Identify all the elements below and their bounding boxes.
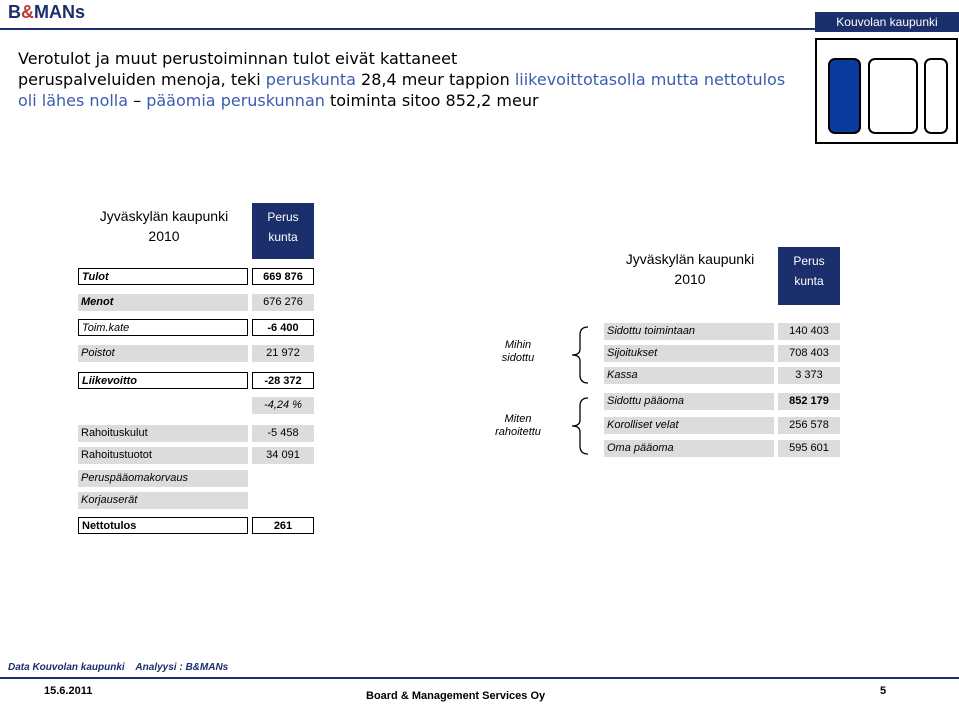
right-col-header: Perus kunta xyxy=(778,247,840,305)
row-value-percent: -4,24 % xyxy=(252,397,314,414)
row-label-rahoitustuotot: Rahoitustuotot xyxy=(78,447,248,464)
row-value-korolliset-velat: 256 578 xyxy=(778,417,840,434)
row-value-nettotulos: 261 xyxy=(252,517,314,534)
footer-date: 15.6.2011 xyxy=(44,685,93,697)
row-value-tulot: 669 876 xyxy=(252,268,314,285)
slide-title: Verotulot ja muut perustoiminnan tulot e… xyxy=(18,49,786,110)
row-label-tulot: Tulot xyxy=(78,268,248,285)
row-value-toimkate: -6 400 xyxy=(252,319,314,336)
row-value-rahoitustuotot: 34 091 xyxy=(252,447,314,464)
row-value-liikevoitto: -28 372 xyxy=(252,372,314,389)
row-value-sidottu-paaoma: 852 179 xyxy=(778,393,840,410)
section-indicator-icon xyxy=(924,58,948,134)
row-label-peruspaaomakorvaus: Peruspääomakorvaus xyxy=(78,470,248,487)
section-indicator-active-icon xyxy=(828,58,861,134)
row-label-sidottu-paaoma: Sidottu pääoma xyxy=(604,393,774,410)
row-value-poistot: 21 972 xyxy=(252,345,314,362)
row-label-sidottu-toimintaan: Sidottu toimintaan xyxy=(604,323,774,340)
row-label-korjauserat: Korjauserät xyxy=(78,492,248,509)
row-label-korolliset-velat: Korolliset velat xyxy=(604,417,774,434)
page-number: 5 xyxy=(880,685,887,697)
row-value-sidottu-toimintaan: 140 403 xyxy=(778,323,840,340)
row-label-liikevoitto: Liikevoitto xyxy=(78,372,248,389)
brace-icon xyxy=(571,326,589,384)
row-label-toimkate: Toim.kate xyxy=(78,319,248,336)
left-table-title: Jyväskylän kaupunki 2010 xyxy=(99,208,229,244)
client-badge: Kouvolan kaupunki xyxy=(815,12,959,32)
footer-source: Data Kouvolan kaupunki Analyysi : B&MANs xyxy=(8,662,229,673)
bmans-logo: B&MANs xyxy=(8,2,86,22)
row-label-sijoitukset: Sijoitukset xyxy=(604,345,774,362)
footer-company: Board & Management Services Oy xyxy=(366,690,546,702)
row-label-kassa: Kassa xyxy=(604,367,774,384)
row-value-menot: 676 276 xyxy=(252,294,314,311)
row-label-poistot: Poistot xyxy=(78,345,248,362)
row-value-rahoituskulut: -5 458 xyxy=(252,425,314,442)
left-col-header: Perus kunta xyxy=(252,203,314,259)
row-label-menot: Menot xyxy=(78,294,248,311)
section-indicator xyxy=(815,38,958,144)
brace-icon xyxy=(571,397,589,455)
right-table-title: Jyväskylän kaupunki 2010 xyxy=(625,251,755,287)
section-indicator-icon xyxy=(868,58,918,134)
row-label-oma-paaoma: Oma pääoma xyxy=(604,440,774,457)
miten-rahoitettu-label: Miten rahoitettu xyxy=(495,413,541,438)
mihin-sidottu-label: Mihin sidottu xyxy=(501,339,535,364)
row-label-rahoituskulut: Rahoituskulut xyxy=(78,425,248,442)
header-rule xyxy=(0,28,815,30)
row-value-sijoitukset: 708 403 xyxy=(778,345,840,362)
row-value-oma-paaoma: 595 601 xyxy=(778,440,840,457)
footer-rule xyxy=(0,677,959,679)
row-value-kassa: 3 373 xyxy=(778,367,840,384)
row-label-nettotulos: Nettotulos xyxy=(78,517,248,534)
